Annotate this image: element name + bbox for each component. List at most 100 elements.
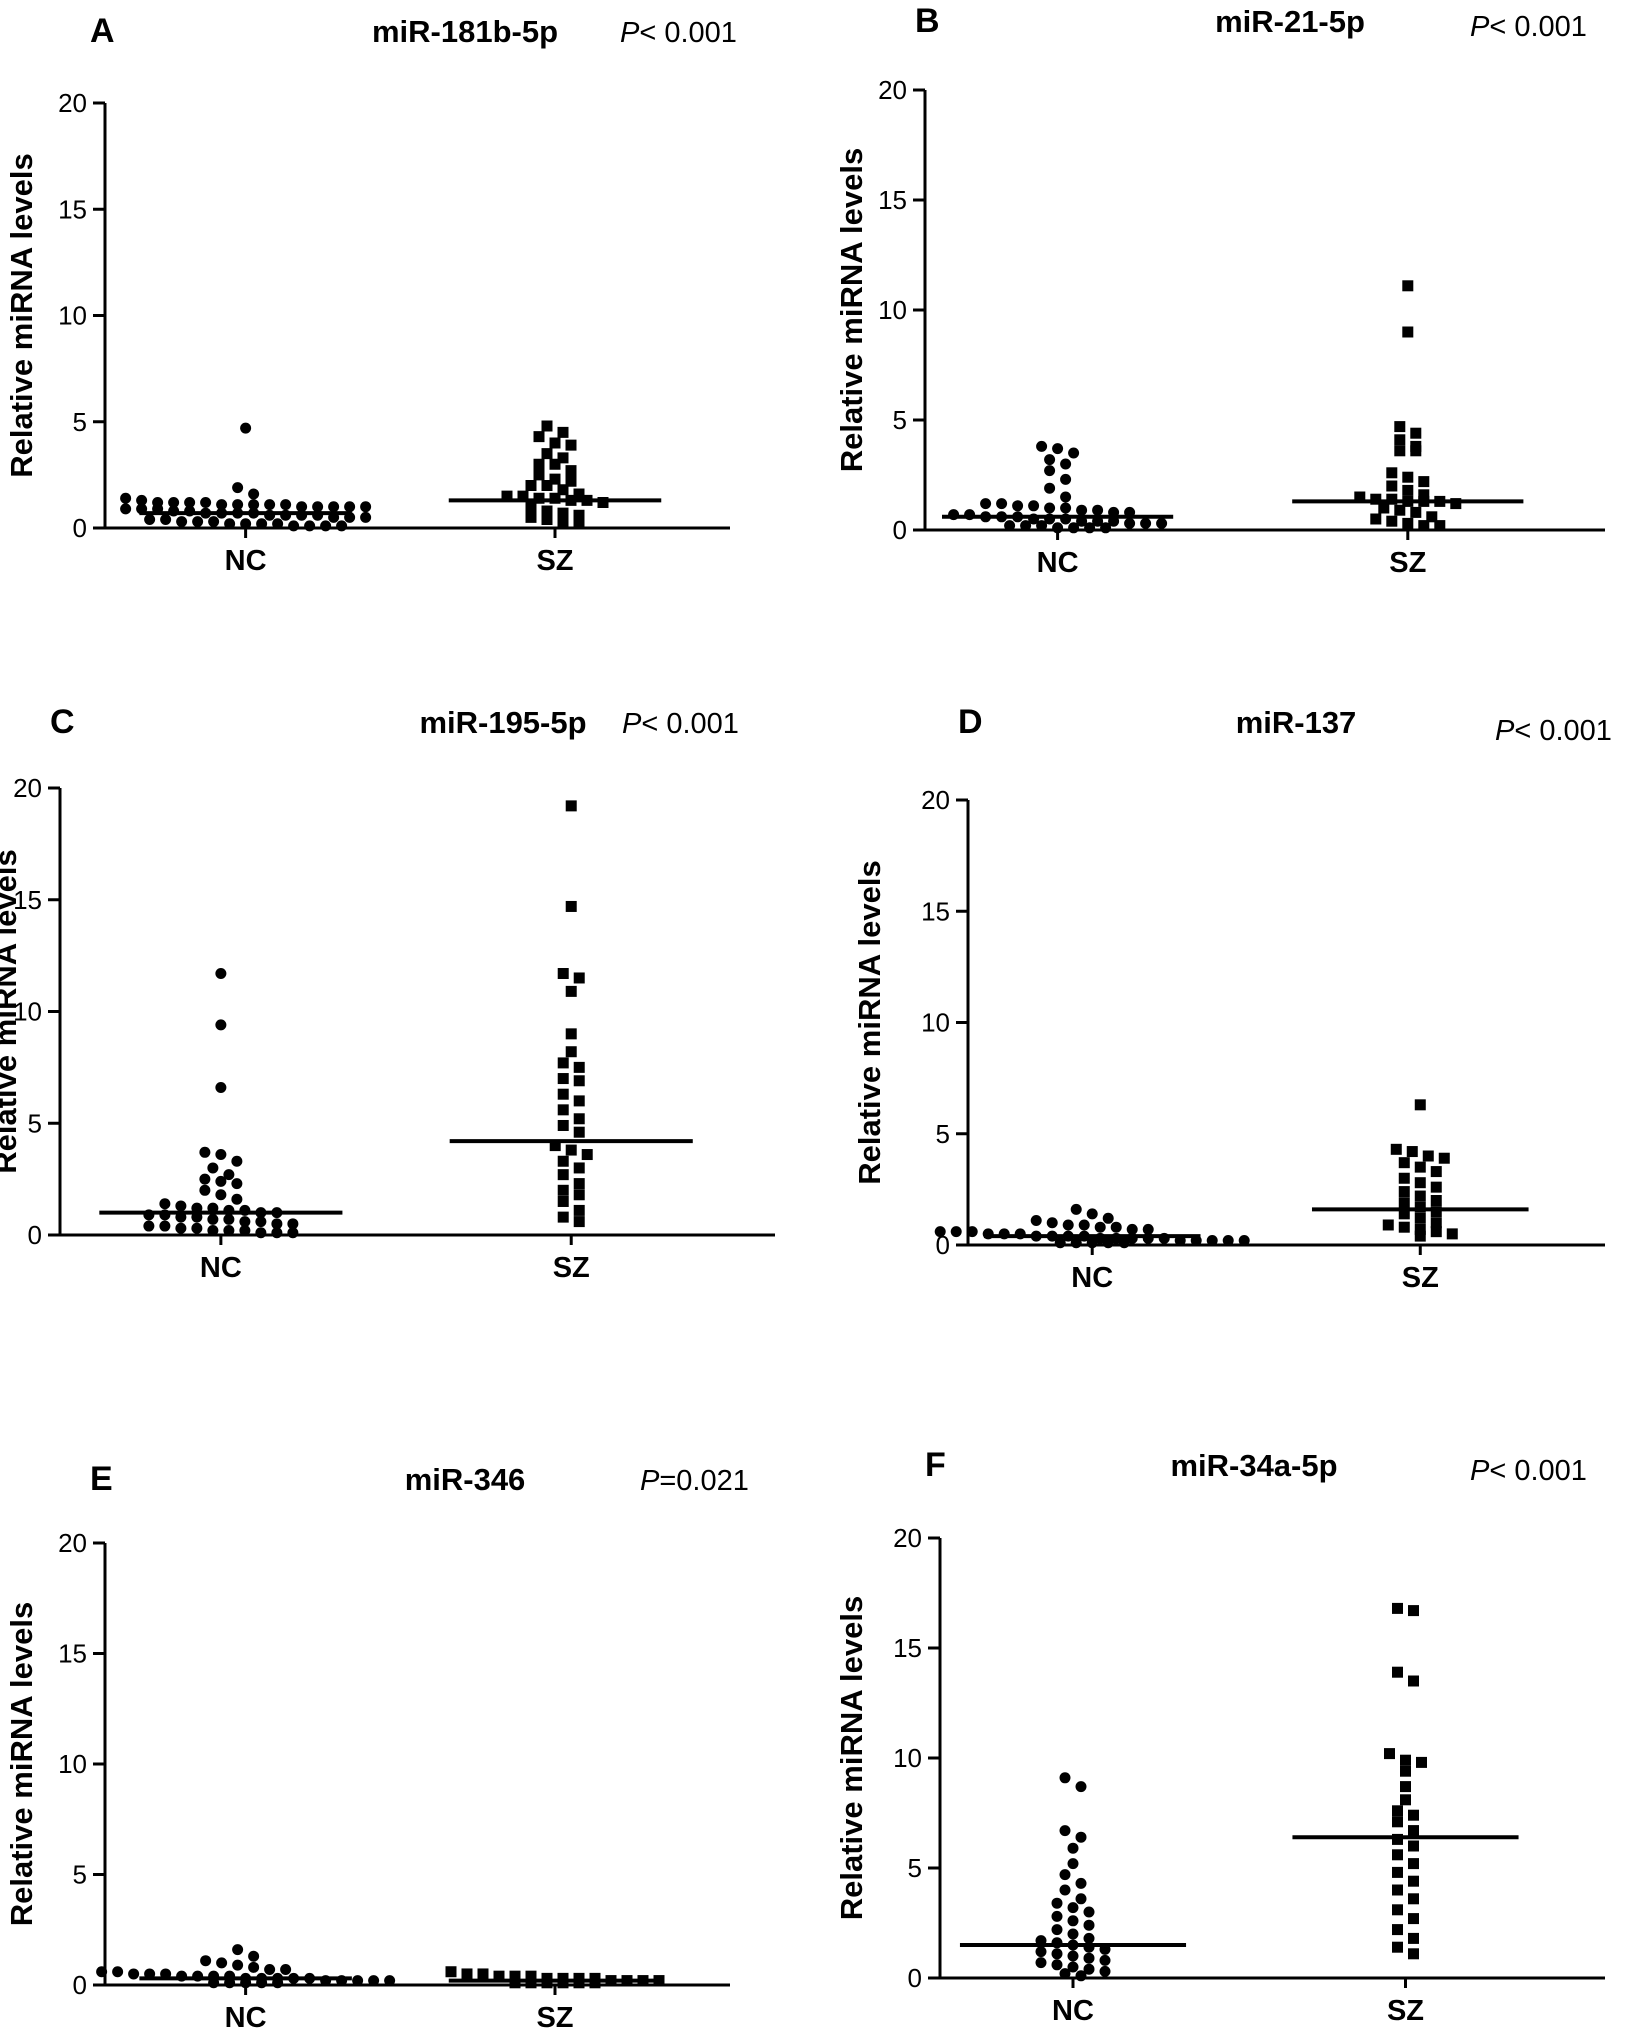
point-nc [360, 511, 372, 523]
point-nc [1222, 1235, 1234, 1247]
point-nc [223, 1225, 235, 1237]
y-tick-label: 15 [58, 194, 87, 224]
p-symbol: P [622, 708, 642, 740]
point-nc [1051, 1948, 1063, 1960]
point-nc [264, 499, 276, 511]
point-nc [287, 1227, 299, 1239]
point-sz [1410, 506, 1422, 518]
point-nc [199, 1184, 211, 1196]
point-nc [1083, 1932, 1095, 1944]
point-nc [304, 520, 316, 532]
point-nc [231, 1193, 243, 1205]
point-sz [1408, 1913, 1419, 1925]
y-tick-label: 10 [878, 295, 907, 325]
y-axis-label: Relative miRNA levels [4, 153, 39, 478]
point-sz [573, 488, 585, 500]
point-sz [549, 492, 561, 504]
point-sz [1446, 1228, 1458, 1240]
point-nc [120, 503, 132, 515]
point-sz [1398, 1221, 1410, 1233]
point-nc [232, 1959, 244, 1971]
point-sz [557, 426, 569, 438]
point-nc [950, 1226, 962, 1238]
point-sz [557, 516, 569, 528]
point-sz [1394, 445, 1406, 457]
point-sz [1410, 427, 1422, 439]
y-tick-label: 5 [936, 1119, 950, 1149]
point-sz [565, 1144, 577, 1156]
point-sz [573, 972, 585, 984]
point-nc [1046, 1217, 1058, 1229]
category-label-nc: NC [1037, 547, 1079, 579]
point-sz [1400, 1754, 1411, 1766]
point-nc [1035, 1946, 1047, 1958]
point-nc [255, 1216, 267, 1228]
point-nc [344, 501, 356, 513]
panel-letter: B [915, 2, 940, 40]
point-sz [1408, 1858, 1419, 1870]
point-sz [1414, 1099, 1426, 1111]
point-nc [368, 1975, 380, 1987]
p-symbol: P [640, 1465, 660, 1497]
point-sz [1408, 1948, 1419, 1960]
point-nc [1068, 522, 1080, 534]
point-sz [565, 439, 577, 451]
point-nc [216, 499, 228, 511]
point-nc [208, 516, 220, 528]
p-symbol: P [1470, 1455, 1490, 1487]
point-nc [223, 1169, 235, 1181]
point-nc [240, 422, 252, 434]
point-nc [280, 1964, 292, 1976]
point-nc [215, 968, 227, 980]
point-nc [232, 499, 244, 511]
point-sz [573, 1061, 585, 1073]
point-sz [573, 518, 585, 530]
p-value-text: < 0.001 [641, 708, 739, 740]
y-tick-label: 15 [921, 896, 950, 926]
point-nc [1124, 517, 1136, 529]
point-sz [1414, 1177, 1426, 1189]
p-value: P< 0.001 [622, 708, 739, 740]
point-nc [1078, 1219, 1090, 1231]
point-sz [1392, 1833, 1403, 1845]
point-nc [1051, 1897, 1063, 1909]
point-nc [200, 1955, 212, 1967]
y-axis-label: Relative miRNA levels [834, 148, 869, 473]
point-sz [573, 1113, 585, 1125]
point-sz [1390, 1143, 1402, 1155]
point-nc [1118, 1237, 1130, 1249]
point-nc [980, 498, 992, 510]
point-nc [1084, 522, 1096, 534]
point-sz [1370, 513, 1382, 525]
category-label-sz: SZ [536, 545, 573, 577]
point-sz [461, 1968, 473, 1980]
point-sz [1402, 280, 1414, 292]
point-nc [1067, 1902, 1079, 1914]
y-tick-label: 5 [893, 405, 907, 435]
point-nc [1100, 522, 1112, 534]
panel-title: miR-21-5p [1215, 4, 1365, 39]
point-sz [1382, 1219, 1394, 1231]
point-nc [1051, 1924, 1063, 1936]
point-sz [1378, 502, 1390, 514]
point-nc [1075, 1877, 1087, 1889]
point-sz [1392, 1884, 1403, 1896]
point-nc [264, 1964, 276, 1976]
point-nc [215, 1175, 227, 1187]
point-nc [1020, 520, 1032, 532]
point-sz [1394, 421, 1406, 433]
point-nc [1004, 520, 1016, 532]
point-nc [271, 1218, 283, 1230]
point-sz [1430, 1195, 1442, 1206]
category-label-nc: NC [225, 2002, 267, 2034]
point-sz [573, 1977, 585, 1989]
point-nc [1059, 1825, 1071, 1837]
point-nc [1067, 1842, 1079, 1854]
point-nc [1075, 1893, 1087, 1905]
point-sz [549, 458, 561, 470]
point-nc [1059, 1772, 1071, 1784]
point-sz [565, 465, 577, 477]
